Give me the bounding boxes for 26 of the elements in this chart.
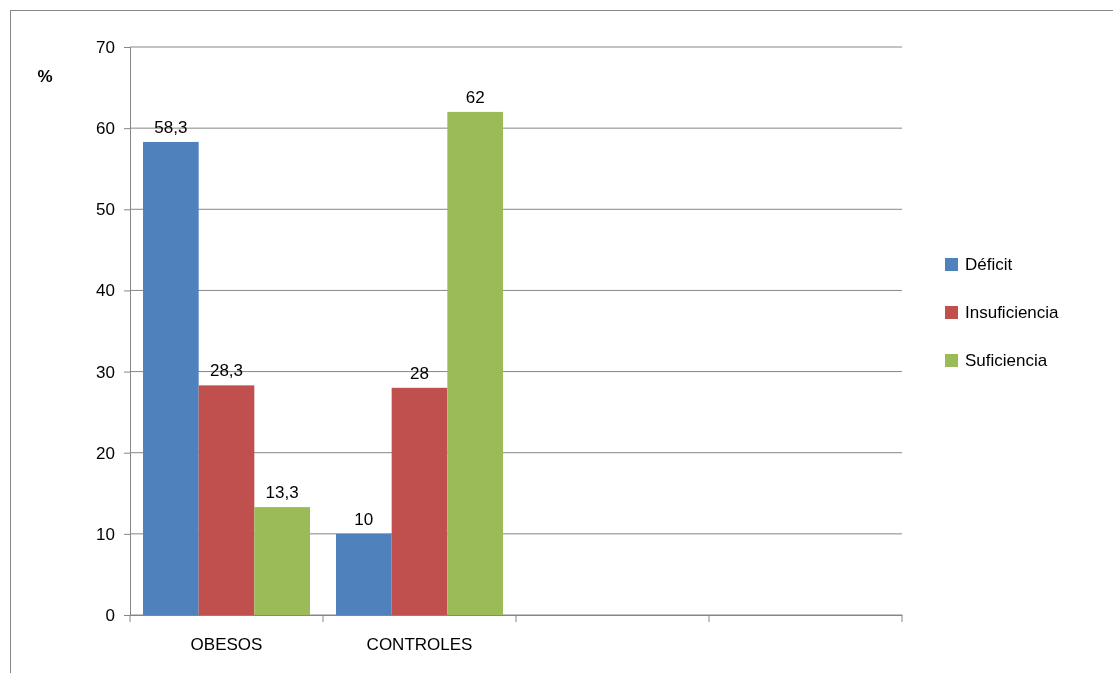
- data-label: 28,3: [209, 361, 244, 381]
- data-label: 28: [410, 363, 429, 383]
- legend-label: Insuficiencia: [965, 303, 1060, 322]
- data-label: 62: [465, 87, 485, 107]
- bar: [391, 387, 448, 615]
- bar: [143, 141, 199, 615]
- data-label: 13,3: [265, 483, 299, 503]
- data-label: 10: [354, 509, 374, 529]
- y-tick-label: 40: [96, 281, 115, 301]
- y-tick-label: 60: [96, 119, 115, 139]
- bar: [198, 385, 255, 615]
- y-tick-label: 10: [96, 524, 115, 544]
- x-tick-label: CONTROLES: [366, 635, 473, 655]
- y-tick-label: 0: [105, 605, 115, 625]
- y-tick-label: 30: [96, 362, 115, 382]
- bar: [254, 507, 310, 615]
- legend-label: Suficiencia: [965, 351, 1048, 370]
- bar: [447, 111, 503, 615]
- data-label: 58,3: [154, 117, 188, 137]
- y-tick-label: 20: [96, 443, 115, 463]
- x-tick-label: OBESOS: [190, 635, 263, 655]
- y-tick-label: 70: [96, 37, 115, 57]
- y-axis-title: %: [37, 67, 53, 86]
- legend-label: Déficit: [965, 255, 1013, 274]
- y-tick-label: 50: [96, 200, 115, 220]
- bar: [336, 533, 392, 615]
